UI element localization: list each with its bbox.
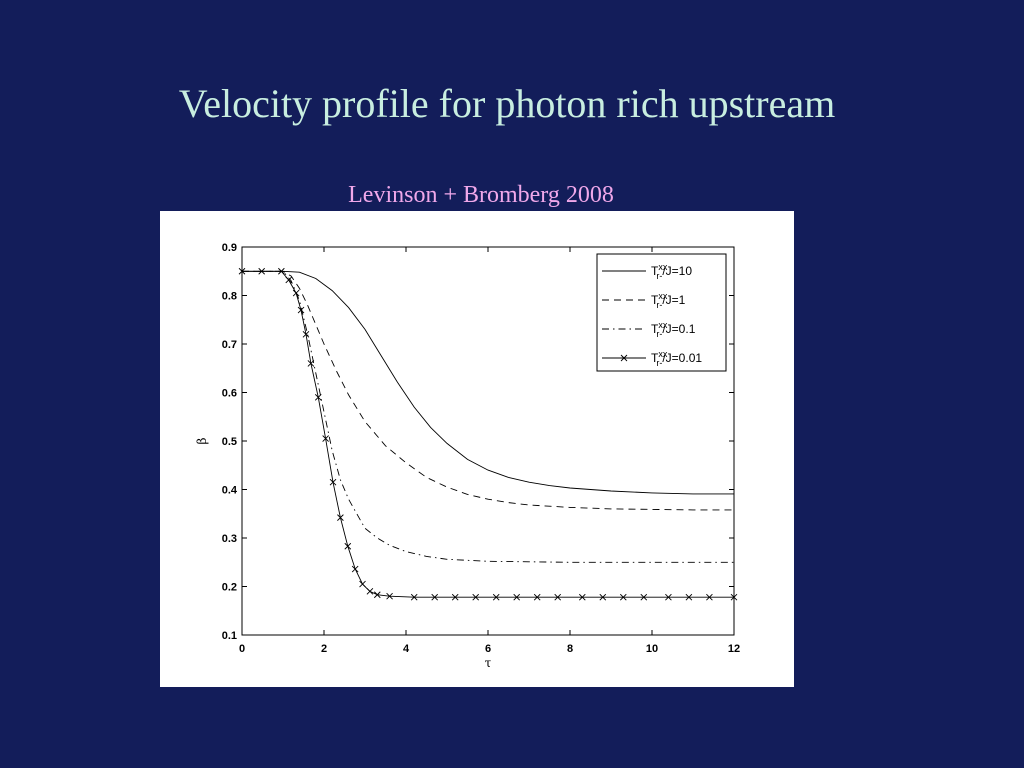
series-4-point [410,593,418,601]
legend-label: Txx r-/J=1 [651,291,686,310]
series-4-point [431,593,439,601]
axis-ticks: 0 2 4 6 8 10 12 0.1 0.2 0.3 0.4 0.5 0.6 0.7 0.8 0.9 [222,242,740,655]
y-tick-label: 0.9 [222,242,237,254]
series-4-point [599,593,607,601]
series-4-point [492,593,500,601]
series-4-point [285,276,293,284]
legend-entry-4: Txx r-/J=0.01 [602,349,702,368]
series-4-point [685,593,693,601]
y-tick-label: 0.6 [222,388,237,400]
series-4-point [297,306,305,314]
series-4-point [238,267,246,275]
series-4-point [472,593,480,601]
x-tick-label: 6 [485,643,491,655]
x-tick-label: 12 [728,643,740,655]
x-tick-label: 4 [403,643,410,655]
data-lines [238,267,738,601]
legend-label: Txx r-/J=0.1 [651,320,696,339]
series-4-point [451,593,459,601]
series-4-point [373,591,381,599]
y-tick-label: 0.8 [222,291,237,303]
legend-entry-2: Txx r-/J=1 [602,291,686,310]
legend-box [596,253,727,372]
x-tick-label: 2 [321,643,327,655]
series-4-point [344,542,352,550]
series-4-point [706,593,713,601]
series-4-point [351,565,359,573]
series-4-point [278,267,285,275]
x-axis-label: τ [485,656,492,670]
series-4-point [533,593,541,601]
slide-title: Velocity profile for photon rich upstrea… [178,81,836,126]
legend-entry-3: Txx r-/J=0.1 [602,320,696,339]
y-axis-label: β [195,437,209,444]
y-tick-label: 0.7 [222,339,237,351]
x-tick-label: 0 [239,643,245,655]
series-4-point [292,289,300,297]
series-4-point [386,592,393,600]
figure-panel: 0 2 4 6 8 10 12 0.1 0.2 0.3 0.4 0.5 0.6 0.7 0.8 0.9 τ β… [160,211,794,687]
series-line-1 [242,270,734,495]
legend: Txx r-/J=10 Txx r-/J=1 Txx r-/J=0.1 Txx r-/J=0.… [596,253,727,372]
series-4-point [665,593,672,601]
series-4-point [258,267,265,275]
series-4-point [314,394,322,401]
series-4-point [640,593,648,601]
series-line-2 [242,270,734,511]
y-tick-label: 0.4 [222,485,238,497]
series-4-point [322,435,329,442]
legend-entry-1: Txx r-/J=10 [602,262,692,281]
y-tick-label: 0.2 [222,582,237,594]
series-4-point [359,580,366,588]
legend-label: Txx r-/J=0.01 [651,349,702,368]
velocity-profile-chart: 0 2 4 6 8 10 12 0.1 0.2 0.3 0.4 0.5 0.6 0.7 0.8 0.9 τ β… [195,242,740,670]
series-4-point [619,593,627,601]
y-tick-label: 0.3 [222,533,237,545]
series-line-3 [242,270,734,563]
series-4-point [730,593,738,601]
y-tick-label: 0.5 [222,436,237,448]
series-line-4 [242,270,734,598]
series-4-point [337,514,344,521]
x-tick-label: 8 [567,643,573,655]
series-4-point [578,593,586,601]
x-tick-label: 10 [646,643,658,655]
series-4-point [366,588,374,595]
series-4-point [329,478,337,486]
slide-subtitle: Levinson + Bromberg 2008 [348,182,614,208]
y-tick-label: 0.1 [222,630,237,642]
series-4-point [554,593,562,601]
series-4-point [302,330,310,338]
series-4-point [307,360,315,367]
legend-label: Txx r-/J=10 [651,262,692,281]
series-4-point [513,593,521,601]
